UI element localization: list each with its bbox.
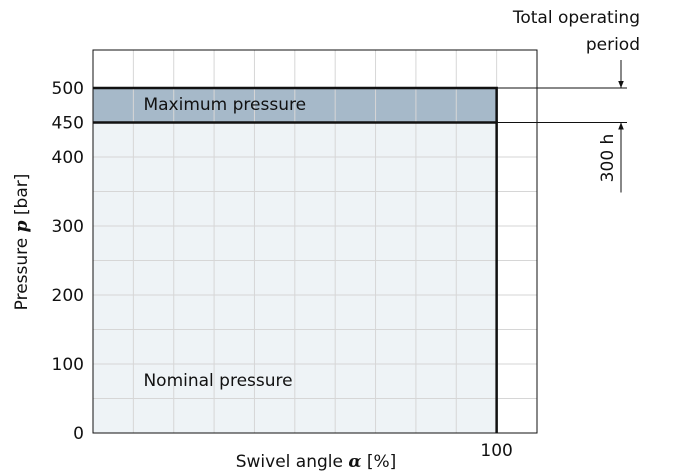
y-axis-label: Pressure p [bar] bbox=[12, 174, 33, 311]
x-tick-label: 100 bbox=[480, 441, 512, 461]
x-label-part: α bbox=[348, 452, 361, 472]
y-label-part: p bbox=[12, 220, 32, 232]
y-label-part: Pressure bbox=[12, 232, 32, 310]
y-tick-label: 0 bbox=[73, 424, 84, 444]
annotation-line: period bbox=[586, 35, 640, 55]
x-label-part: [%] bbox=[361, 452, 396, 472]
y-tick-label: 100 bbox=[52, 355, 84, 375]
annotation-line: Total operating bbox=[512, 8, 640, 28]
region-label: Nominal pressure bbox=[143, 371, 292, 391]
x-axis-label: Swivel angle α [%] bbox=[236, 452, 397, 473]
y-tick-label: 200 bbox=[52, 286, 84, 306]
y-tick-label: 500 bbox=[52, 79, 84, 99]
duration-label: 300 h bbox=[598, 134, 618, 183]
y-tick-label: 450 bbox=[52, 113, 84, 133]
y-tick-label: 300 bbox=[52, 217, 84, 237]
y-label-part: [bar] bbox=[12, 174, 32, 221]
x-label-part: Swivel angle bbox=[236, 452, 349, 472]
y-tick-label: 400 bbox=[52, 148, 84, 168]
plot-frame bbox=[92, 49, 538, 434]
region-label: Maximum pressure bbox=[143, 95, 306, 115]
